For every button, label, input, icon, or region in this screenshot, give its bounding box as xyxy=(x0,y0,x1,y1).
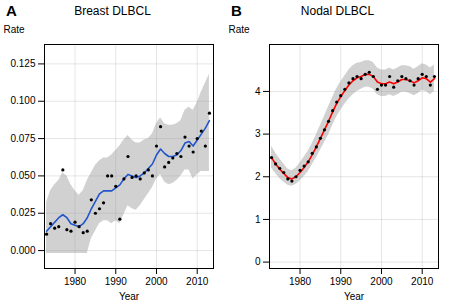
html-text:Nodal DLBCL: Nodal DLBCL xyxy=(300,4,375,18)
svg-text:0.000: 0.000 xyxy=(10,245,35,256)
svg-text:2010: 2010 xyxy=(411,276,434,287)
svg-text:2000: 2000 xyxy=(145,276,168,287)
svg-text:1: 1 xyxy=(255,214,261,225)
svg-text:2000: 2000 xyxy=(370,276,393,287)
svg-text:Year: Year xyxy=(344,291,365,302)
svg-text:1990: 1990 xyxy=(330,276,353,287)
svg-text:0.125: 0.125 xyxy=(10,58,35,69)
svg-text:1980: 1980 xyxy=(64,276,87,287)
html-text:B: B xyxy=(231,2,242,19)
svg-text:0.025: 0.025 xyxy=(10,207,35,218)
svg-text:0.075: 0.075 xyxy=(10,133,35,144)
html-text:A: A xyxy=(6,2,17,19)
html-text:Breast DLBCL: Breast DLBCL xyxy=(74,4,151,18)
svg-text:2010: 2010 xyxy=(186,276,209,287)
svg-text:Rate: Rate xyxy=(4,24,26,35)
svg-text:Year: Year xyxy=(119,291,140,302)
svg-text:4: 4 xyxy=(255,86,261,97)
svg-text:0: 0 xyxy=(255,256,261,267)
svg-text:1980: 1980 xyxy=(289,276,312,287)
svg-text:1990: 1990 xyxy=(105,276,128,287)
svg-text:0.050: 0.050 xyxy=(10,170,35,181)
svg-text:2: 2 xyxy=(255,171,261,182)
svg-text:0.100: 0.100 xyxy=(10,95,35,106)
svg-text:3: 3 xyxy=(255,128,261,139)
svg-text:Rate: Rate xyxy=(229,24,251,35)
